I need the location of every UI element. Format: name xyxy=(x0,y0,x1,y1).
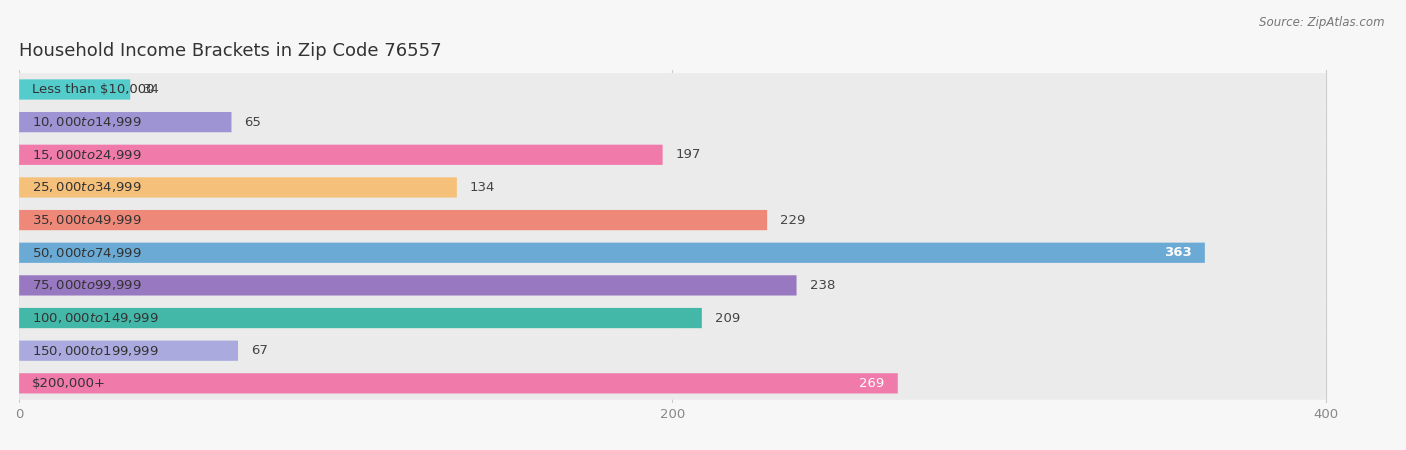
Text: 67: 67 xyxy=(252,344,269,357)
FancyBboxPatch shape xyxy=(20,367,1326,400)
Text: $35,000 to $49,999: $35,000 to $49,999 xyxy=(32,213,142,227)
Text: 238: 238 xyxy=(810,279,835,292)
FancyBboxPatch shape xyxy=(20,171,1326,204)
Text: 269: 269 xyxy=(859,377,884,390)
FancyBboxPatch shape xyxy=(20,139,1326,171)
Text: 229: 229 xyxy=(780,214,806,227)
Text: 134: 134 xyxy=(470,181,495,194)
Text: Source: ZipAtlas.com: Source: ZipAtlas.com xyxy=(1260,16,1385,29)
Text: $50,000 to $74,999: $50,000 to $74,999 xyxy=(32,246,142,260)
Text: $25,000 to $34,999: $25,000 to $34,999 xyxy=(32,180,142,194)
FancyBboxPatch shape xyxy=(20,341,238,361)
FancyBboxPatch shape xyxy=(20,275,797,296)
FancyBboxPatch shape xyxy=(20,308,702,328)
FancyBboxPatch shape xyxy=(20,334,1326,367)
Text: $200,000+: $200,000+ xyxy=(32,377,107,390)
Text: 209: 209 xyxy=(714,311,740,324)
FancyBboxPatch shape xyxy=(20,269,1326,302)
Text: 34: 34 xyxy=(143,83,160,96)
FancyBboxPatch shape xyxy=(20,177,457,198)
Text: $100,000 to $149,999: $100,000 to $149,999 xyxy=(32,311,159,325)
Text: Household Income Brackets in Zip Code 76557: Household Income Brackets in Zip Code 76… xyxy=(20,42,441,60)
Text: 65: 65 xyxy=(245,116,262,129)
Text: $150,000 to $199,999: $150,000 to $199,999 xyxy=(32,344,159,358)
Text: 197: 197 xyxy=(676,148,702,161)
FancyBboxPatch shape xyxy=(20,210,768,230)
FancyBboxPatch shape xyxy=(20,112,232,132)
Text: Less than $10,000: Less than $10,000 xyxy=(32,83,155,96)
FancyBboxPatch shape xyxy=(20,204,1326,236)
FancyBboxPatch shape xyxy=(20,236,1326,269)
FancyBboxPatch shape xyxy=(20,106,1326,139)
FancyBboxPatch shape xyxy=(20,243,1205,263)
FancyBboxPatch shape xyxy=(20,73,1326,106)
FancyBboxPatch shape xyxy=(20,79,131,99)
Text: $15,000 to $24,999: $15,000 to $24,999 xyxy=(32,148,142,162)
FancyBboxPatch shape xyxy=(20,144,662,165)
Text: $75,000 to $99,999: $75,000 to $99,999 xyxy=(32,279,142,292)
Text: $10,000 to $14,999: $10,000 to $14,999 xyxy=(32,115,142,129)
FancyBboxPatch shape xyxy=(20,373,898,393)
Text: 363: 363 xyxy=(1164,246,1192,259)
FancyBboxPatch shape xyxy=(20,302,1326,334)
